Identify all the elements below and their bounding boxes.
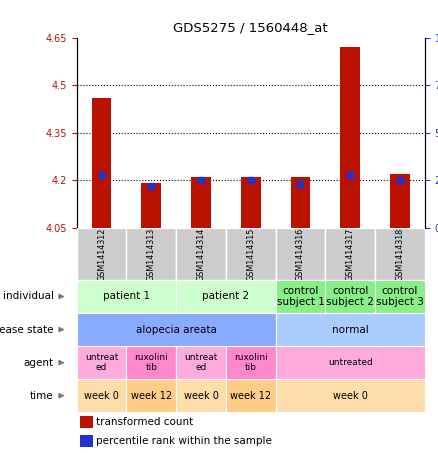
Text: GSM1414315: GSM1414315 [246,227,255,280]
Bar [77,346,127,379]
Text: GSM1414313: GSM1414313 [147,227,156,280]
Text: week 12: week 12 [230,390,271,401]
Bar [141,183,161,228]
Text: control
subject 3: control subject 3 [376,286,424,307]
Bar [340,47,360,228]
Text: untreated: untreated [328,358,373,367]
Text: transformed count: transformed count [96,417,193,427]
Text: week 0: week 0 [333,390,367,401]
Text: disease state: disease state [0,324,53,335]
Bar [176,379,226,412]
Text: GSM1414317: GSM1414317 [346,227,355,280]
Text: week 0: week 0 [184,390,219,401]
Bar [77,313,276,346]
Bar [375,280,425,313]
Text: time: time [30,390,53,401]
Text: week 0: week 0 [84,390,119,401]
Text: individual: individual [3,291,53,302]
Text: patient 2: patient 2 [202,291,250,302]
Bar [276,280,325,313]
Bar [176,346,226,379]
Text: alopecia areata: alopecia areata [136,324,216,335]
Bar [375,228,425,280]
Text: untreat
ed: untreat ed [184,353,218,372]
Bar [241,177,261,228]
Bar [77,280,176,313]
Text: GSM1414316: GSM1414316 [296,227,305,280]
Text: GSM1414318: GSM1414318 [396,227,404,280]
Text: agent: agent [24,357,53,368]
Bar [176,280,276,313]
Text: GSM1414312: GSM1414312 [97,227,106,280]
Bar [127,379,176,412]
Bar [226,346,276,379]
Bar [127,228,176,280]
Text: normal: normal [332,324,369,335]
Bar [390,174,410,228]
Title: GDS5275 / 1560448_at: GDS5275 / 1560448_at [173,21,328,34]
Bar [276,228,325,280]
Bar [290,177,311,228]
Text: control
subject 2: control subject 2 [326,286,374,307]
Text: control
subject 1: control subject 1 [276,286,325,307]
Bar [325,228,375,280]
Bar [77,228,127,280]
Text: week 12: week 12 [131,390,172,401]
Bar [77,379,127,412]
Bar [80,416,93,429]
Bar [92,98,111,228]
Bar [276,379,425,412]
Bar [276,313,425,346]
Bar [226,228,276,280]
Bar [127,346,176,379]
Bar [191,177,211,228]
Text: ruxolini
tib: ruxolini tib [134,353,168,372]
Text: percentile rank within the sample: percentile rank within the sample [96,436,272,446]
Text: GSM1414314: GSM1414314 [197,227,205,280]
Bar [276,346,425,379]
Text: ruxolini
tib: ruxolini tib [234,353,268,372]
Text: patient 1: patient 1 [103,291,150,302]
Bar [176,228,226,280]
Text: untreat
ed: untreat ed [85,353,118,372]
Bar [226,379,276,412]
Bar [325,280,375,313]
Bar [80,434,93,447]
